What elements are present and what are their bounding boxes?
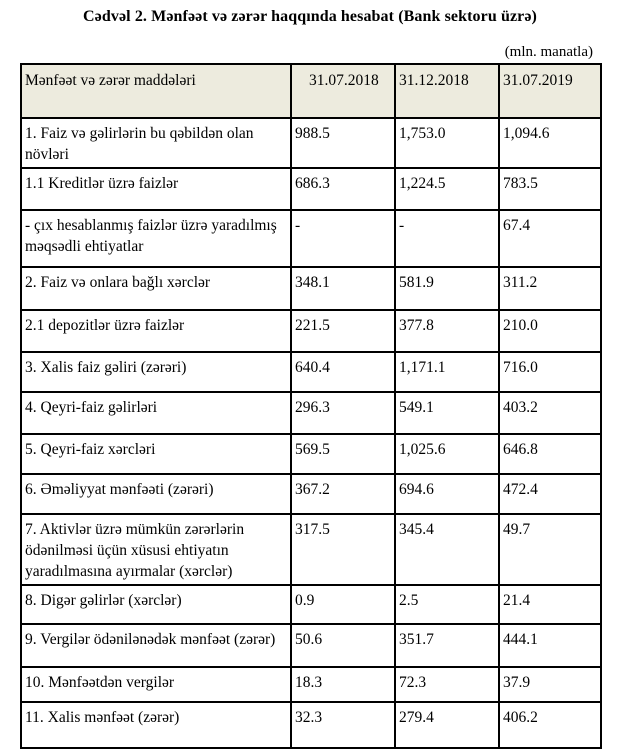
cell-value: 646.8: [498, 433, 602, 475]
table-row: - çıx hesablanmış faizlər üzrə yaradılmı…: [20, 209, 602, 268]
cell-value: 783.5: [498, 167, 602, 211]
cell-value: 716.0: [498, 351, 602, 393]
cell-value: 296.3: [290, 391, 396, 435]
cell-value: 49.7: [498, 513, 602, 586]
row-label: 8. Digər gəlirlər (xərclər): [20, 584, 292, 625]
cell-value: 317.5: [290, 513, 396, 586]
cell-value: 2.5: [394, 584, 500, 625]
row-label: 7. Aktivlər üzrə mümkün zərərlərin ödəni…: [20, 513, 292, 586]
header-row: Mənfəət və zərər maddələri 31.07.2018 31…: [20, 63, 602, 119]
cell-value: 988.5: [290, 117, 396, 169]
cell-value: 348.1: [290, 266, 396, 311]
table-row: 3. Xalis faiz gəliri (zərəri) 640.4 1,17…: [20, 351, 602, 393]
table-row: 4. Qeyri-faiz gəlirləri 296.3 549.1 403.…: [20, 391, 602, 435]
column-header-date-31-07-2019: 31.07.2019: [498, 63, 602, 119]
table-row: 7. Aktivlər üzrə mümkün zərərlərin ödəni…: [20, 513, 602, 586]
cell-value: 72.3: [394, 666, 500, 703]
table-row: 10. Mənfəətdən vergilər 18.3 72.3 37.9: [20, 666, 602, 703]
column-header-date-31-12-2018: 31.12.2018: [394, 63, 500, 119]
table-row: 1.1 Kreditlər üzrə faizlər 686.3 1,224.5…: [20, 167, 602, 211]
row-label: 6. Əməliyyat mənfəəti (zərəri): [20, 473, 292, 515]
column-header-date-31-07-2018: 31.07.2018: [290, 63, 396, 119]
table-title: Cədvəl 2. Mənfəət və zərər haqqında hesa…: [83, 8, 537, 25]
table-row: 6. Əməliyyat mənfəəti (zərəri) 367.2 694…: [20, 473, 602, 515]
cell-value: 311.2: [498, 266, 602, 311]
cell-value: 406.2: [498, 701, 602, 749]
cell-value: 50.6: [290, 623, 396, 668]
cell-value: 279.4: [394, 701, 500, 749]
cell-value: -: [290, 209, 396, 268]
row-label: 10. Mənfəətdən vergilər: [20, 666, 292, 703]
cell-value: -: [394, 209, 500, 268]
cell-value: 1,171.1: [394, 351, 500, 393]
cell-value: 581.9: [394, 266, 500, 311]
cell-value: 694.6: [394, 473, 500, 515]
cell-value: 472.4: [498, 473, 602, 515]
row-label: 9. Vergilər ödənilənədək mənfəət (zərər): [20, 623, 292, 668]
cell-value: 686.3: [290, 167, 396, 211]
cell-value: 377.8: [394, 309, 500, 353]
cell-value: 221.5: [290, 309, 396, 353]
cell-value: 21.4: [498, 584, 602, 625]
row-label: 2.1 depozitlər üzrə faizlər: [20, 309, 292, 353]
row-label: - çıx hesablanmış faizlər üzrə yaradılmı…: [20, 209, 292, 268]
cell-value: 549.1: [394, 391, 500, 435]
cell-value: 1,224.5: [394, 167, 500, 211]
cell-value: 1,025.6: [394, 433, 500, 475]
column-header-items: Mənfəət və zərər maddələri: [20, 63, 292, 119]
cell-value: 67.4: [498, 209, 602, 268]
row-label: 11. Xalis mənfəət (zərər): [20, 701, 292, 749]
table-row: 9. Vergilər ödənilənədək mənfəət (zərər)…: [20, 623, 602, 668]
row-label: 2. Faiz və onlara bağlı xərclər: [20, 266, 292, 311]
row-label: 3. Xalis faiz gəliri (zərəri): [20, 351, 292, 393]
cell-value: 351.7: [394, 623, 500, 668]
profit-loss-table: Mənfəət və zərər maddələri 31.07.2018 31…: [20, 63, 602, 749]
row-label: 1. Faiz və gəlirlərin bu qəbildən olan n…: [20, 117, 292, 169]
table-row: 11. Xalis mənfəət (zərər) 32.3 279.4 406…: [20, 701, 602, 749]
cell-value: 640.4: [290, 351, 396, 393]
cell-value: 210.0: [498, 309, 602, 353]
cell-value: 32.3: [290, 701, 396, 749]
table-row: 8. Digər gəlirlər (xərclər) 0.9 2.5 21.4: [20, 584, 602, 625]
cell-value: 1,753.0: [394, 117, 500, 169]
table-row: 2.1 depozitlər üzrə faizlər 221.5 377.8 …: [20, 309, 602, 353]
table-row: 5. Qeyri-faiz xərcləri 569.5 1,025.6 646…: [20, 433, 602, 475]
row-label: 5. Qeyri-faiz xərcləri: [20, 433, 292, 475]
cell-value: 37.9: [498, 666, 602, 703]
cell-value: 444.1: [498, 623, 602, 668]
table-row: 2. Faiz və onlara bağlı xərclər 348.1 58…: [20, 266, 602, 311]
cell-value: 403.2: [498, 391, 602, 435]
table-row: 1. Faiz və gəlirlərin bu qəbildən olan n…: [20, 117, 602, 169]
cell-value: 1,094.6: [498, 117, 602, 169]
unit-note: (mln. manatla): [504, 44, 593, 60]
cell-value: 18.3: [290, 666, 396, 703]
cell-value: 367.2: [290, 473, 396, 515]
row-label: 4. Qeyri-faiz gəlirləri: [20, 391, 292, 435]
cell-value: 569.5: [290, 433, 396, 475]
row-label: 1.1 Kreditlər üzrə faizlər: [20, 167, 292, 211]
cell-value: 345.4: [394, 513, 500, 586]
cell-value: 0.9: [290, 584, 396, 625]
